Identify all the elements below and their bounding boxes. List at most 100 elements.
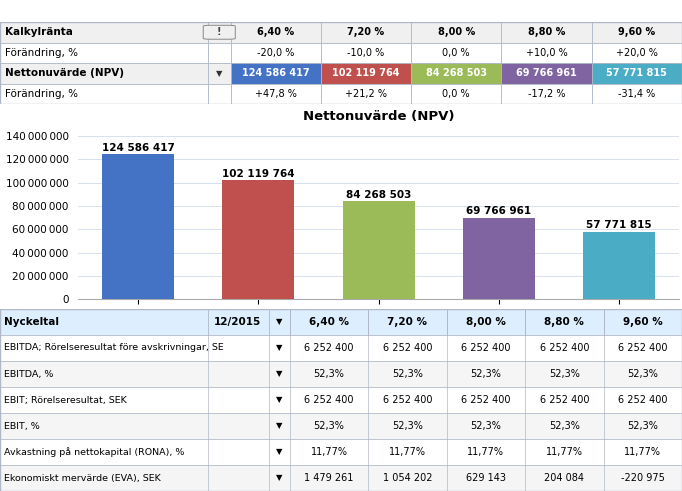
Text: 11,77%: 11,77% — [546, 447, 583, 457]
Bar — [231, 63, 321, 83]
Text: 69 766 961: 69 766 961 — [516, 68, 577, 78]
Text: 52,3%: 52,3% — [314, 369, 344, 379]
Text: 52,3%: 52,3% — [392, 421, 423, 431]
Bar — [411, 43, 501, 63]
Text: -220 975: -220 975 — [621, 473, 665, 483]
Text: Förändring, %: Förändring, % — [5, 89, 78, 99]
Text: 102 119 764: 102 119 764 — [222, 169, 295, 179]
Bar — [321, 22, 411, 43]
Text: 6 252 400: 6 252 400 — [383, 343, 432, 353]
Text: ▼: ▼ — [276, 395, 283, 405]
Bar — [208, 43, 231, 63]
Bar — [231, 83, 321, 104]
Text: !: ! — [217, 27, 222, 37]
Bar — [604, 309, 682, 335]
Text: 124 586 417: 124 586 417 — [242, 68, 310, 78]
Bar — [0, 465, 682, 491]
Text: 52,3%: 52,3% — [314, 421, 344, 431]
Text: -17,2 %: -17,2 % — [528, 89, 565, 99]
Text: 7,20 %: 7,20 % — [387, 317, 428, 327]
Bar — [0, 361, 682, 387]
Text: 11,77%: 11,77% — [389, 447, 426, 457]
Bar — [411, 83, 501, 104]
Title: Nettonuvärde (NPV): Nettonuvärde (NPV) — [303, 110, 454, 123]
Text: 84 268 503: 84 268 503 — [426, 68, 487, 78]
Bar — [368, 309, 447, 335]
Text: 7,20 %: 7,20 % — [347, 27, 385, 37]
Text: 6 252 400: 6 252 400 — [304, 343, 354, 353]
Text: 6 252 400: 6 252 400 — [461, 343, 511, 353]
Text: +47,8 %: +47,8 % — [254, 89, 297, 99]
Text: +21,2 %: +21,2 % — [345, 89, 387, 99]
Text: 8,00 %: 8,00 % — [466, 317, 506, 327]
Text: 84 268 503: 84 268 503 — [346, 190, 411, 199]
Text: Nyckeltal: Nyckeltal — [4, 317, 59, 327]
Text: 57 771 815: 57 771 815 — [606, 68, 667, 78]
Text: 102 119 764: 102 119 764 — [332, 68, 400, 78]
Bar — [0, 22, 208, 43]
Text: 204 084: 204 084 — [544, 473, 584, 483]
Bar — [501, 63, 592, 83]
Bar — [501, 83, 592, 104]
Bar — [592, 22, 682, 43]
Text: 12/2015: 12/2015 — [213, 317, 261, 327]
Text: 6 252 400: 6 252 400 — [461, 395, 511, 405]
Text: EBIT, %: EBIT, % — [4, 421, 40, 431]
Text: ▼: ▼ — [276, 318, 283, 327]
Text: 124 586 417: 124 586 417 — [102, 142, 175, 153]
Bar — [102, 154, 175, 299]
Text: 6 252 400: 6 252 400 — [618, 343, 668, 353]
Text: ▼: ▼ — [276, 447, 283, 457]
Bar — [0, 309, 682, 335]
Bar — [582, 232, 655, 299]
Text: Ekonomiskt mervärde (EVA), SEK: Ekonomiskt mervärde (EVA), SEK — [4, 473, 161, 483]
Bar — [592, 63, 682, 83]
Bar — [411, 63, 501, 83]
Bar — [447, 309, 525, 335]
Text: 6 252 400: 6 252 400 — [618, 395, 668, 405]
Bar — [462, 218, 535, 299]
Text: ▼: ▼ — [276, 370, 283, 379]
Bar — [501, 22, 592, 43]
FancyBboxPatch shape — [203, 25, 235, 39]
Text: 629 143: 629 143 — [466, 473, 506, 483]
Text: 8,00 %: 8,00 % — [438, 27, 475, 37]
Text: 52,3%: 52,3% — [627, 421, 658, 431]
Text: 6 252 400: 6 252 400 — [383, 395, 432, 405]
Text: Nettonuvärde (NPV): Nettonuvärde (NPV) — [5, 68, 124, 78]
Bar — [342, 201, 415, 299]
Bar — [592, 83, 682, 104]
Bar — [222, 180, 295, 299]
Bar — [0, 83, 208, 104]
Bar — [231, 43, 321, 63]
Bar — [411, 22, 501, 43]
Text: Avkastning på nettokapital (RONA), %: Avkastning på nettokapital (RONA), % — [4, 447, 184, 457]
Bar — [231, 22, 321, 43]
Text: +10,0 %: +10,0 % — [526, 48, 567, 58]
Bar — [0, 43, 208, 63]
Bar — [290, 309, 368, 335]
Text: EBIT; Rörelseresultat, SEK: EBIT; Rörelseresultat, SEK — [4, 395, 127, 405]
Bar — [208, 63, 231, 83]
Bar — [0, 63, 208, 83]
Text: 0,0 %: 0,0 % — [443, 89, 470, 99]
Text: 52,3%: 52,3% — [549, 369, 580, 379]
Bar — [321, 63, 411, 83]
Text: 6 252 400: 6 252 400 — [539, 343, 589, 353]
Bar — [208, 22, 231, 43]
Bar — [525, 309, 604, 335]
Text: 0,0 %: 0,0 % — [443, 48, 470, 58]
Text: 52,3%: 52,3% — [549, 421, 580, 431]
Text: ▼: ▼ — [216, 69, 222, 78]
Text: 52,3%: 52,3% — [471, 369, 501, 379]
Text: 9,60 %: 9,60 % — [623, 317, 663, 327]
Text: 8,80 %: 8,80 % — [528, 27, 565, 37]
Text: 8,80 %: 8,80 % — [544, 317, 584, 327]
Bar — [0, 413, 682, 439]
Text: 69 766 961: 69 766 961 — [466, 206, 531, 217]
Text: EBITDA, %: EBITDA, % — [4, 370, 53, 379]
Text: 52,3%: 52,3% — [627, 369, 658, 379]
Text: EBITDA; Rörelseresultat före avskrivningar, SE: EBITDA; Rörelseresultat före avskrivning… — [4, 344, 224, 353]
Text: ▼: ▼ — [276, 421, 283, 431]
Text: 6 252 400: 6 252 400 — [304, 395, 354, 405]
